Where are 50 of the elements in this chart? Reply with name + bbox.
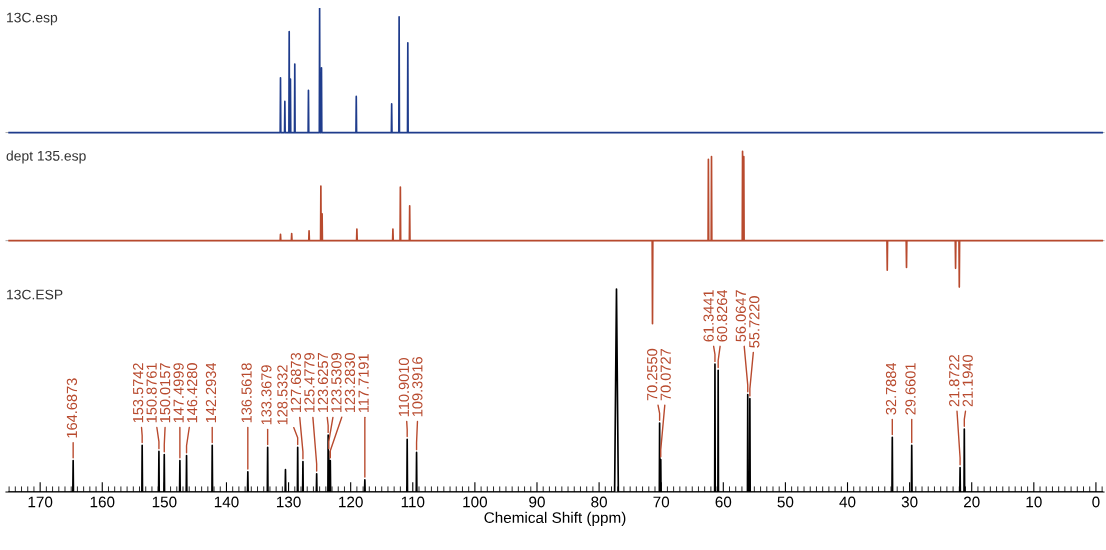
annotation: 128.5332 bbox=[277, 365, 288, 425]
x-tick-label: 70 bbox=[653, 496, 670, 508]
annotation: 123.5309 bbox=[331, 353, 342, 413]
x-tick-label: 170 bbox=[28, 496, 53, 508]
annotation: 21.1940 bbox=[962, 354, 973, 407]
annotation: 142.2934 bbox=[205, 362, 217, 423]
annotation: 117.7191 bbox=[358, 354, 369, 413]
annotation: 164.6873 bbox=[66, 378, 78, 438]
annotation: 60.8264 bbox=[716, 289, 728, 342]
x-tick-label: 110 bbox=[401, 496, 425, 508]
annotation: 133.3679 bbox=[261, 365, 272, 425]
annotation: 123.2830 bbox=[344, 352, 356, 413]
annotation: 123.6257 bbox=[317, 353, 329, 413]
annotation: 70.0727 bbox=[660, 349, 671, 401]
x-tick-label: 50 bbox=[777, 496, 794, 508]
x-tick-label: 130 bbox=[276, 496, 301, 508]
x-tick-label: 90 bbox=[529, 496, 545, 508]
x-tick-label: 60 bbox=[715, 496, 732, 508]
x-tick-label: 20 bbox=[963, 496, 980, 508]
text: 13C.esp bbox=[7, 12, 58, 26]
x-tick-label: 120 bbox=[339, 496, 363, 508]
annotation: 21.8722 bbox=[949, 355, 960, 407]
annotation: 127.6873 bbox=[290, 353, 302, 413]
annotation: 110.9010 bbox=[398, 358, 410, 417]
annotation: 150.0157 bbox=[159, 363, 171, 423]
annotation: 125.4779 bbox=[304, 353, 315, 413]
annotation: 29.6601 bbox=[905, 363, 916, 415]
x-tick-label: 10 bbox=[1026, 496, 1042, 508]
text: 13C.ESP bbox=[7, 289, 63, 300]
x-tick-label: 0 bbox=[1092, 496, 1100, 508]
annotation: 61.3441 bbox=[703, 290, 714, 342]
x-axis-title: Chemical Shift (ppm) bbox=[484, 511, 626, 527]
annotation: 150.8761 bbox=[146, 363, 157, 423]
x-tick-label: 150 bbox=[152, 496, 177, 508]
x-tick-label: 140 bbox=[214, 496, 239, 508]
x-tick-label: 100 bbox=[463, 496, 488, 508]
x-tick-label: 160 bbox=[90, 496, 115, 508]
x-tick-label: 40 bbox=[839, 496, 856, 508]
annotation: 56.0647 bbox=[735, 290, 746, 342]
text: dept 135.esp bbox=[6, 150, 86, 164]
annotation: 153.5742 bbox=[132, 363, 144, 423]
annotation: 146.4280 bbox=[186, 363, 198, 423]
annotation: 136.5618 bbox=[241, 363, 252, 423]
annotation: 109.3916 bbox=[412, 357, 423, 417]
annotation: 147.4999 bbox=[173, 363, 184, 423]
annotation: 55.7220 bbox=[749, 296, 760, 348]
annotation: 70.2550 bbox=[647, 348, 658, 401]
x-tick-label: 80 bbox=[591, 496, 607, 508]
x-tick-label: 30 bbox=[901, 496, 918, 508]
annotation: 32.7884 bbox=[885, 362, 897, 415]
